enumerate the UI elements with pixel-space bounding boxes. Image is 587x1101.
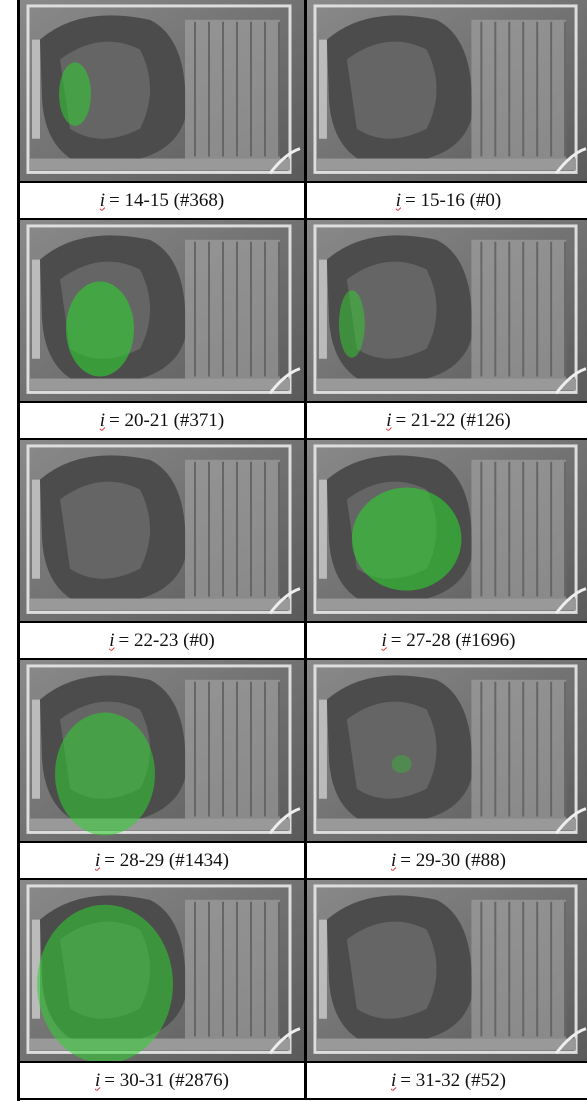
caption-text: = 31-32 (#52) bbox=[400, 1070, 506, 1092]
motion-overlay bbox=[392, 755, 412, 773]
figure-cell: i= 27-28 (#1696) bbox=[307, 440, 587, 660]
caption-symbol: i bbox=[386, 410, 391, 432]
rock-highlight bbox=[347, 922, 437, 1019]
frame-image bbox=[20, 440, 304, 623]
bottom-strip bbox=[30, 819, 290, 831]
caption: i= 27-28 (#1696) bbox=[307, 623, 587, 660]
caption-text: = 28-29 (#1434) bbox=[104, 850, 229, 872]
figure-cell: i= 14-15 (#368) bbox=[20, 0, 307, 220]
figure-cell: i= 20-21 (#371) bbox=[20, 220, 307, 440]
figure-cell: i= 28-29 (#1434) bbox=[20, 660, 307, 880]
bottom-strip bbox=[317, 379, 576, 391]
caption-text: = 14-15 (#368) bbox=[109, 190, 224, 212]
side-scale bbox=[32, 480, 40, 579]
caption: i= 30-31 (#2876) bbox=[20, 1063, 304, 1100]
rock-highlight bbox=[347, 702, 437, 799]
caption: i= 31-32 (#52) bbox=[307, 1063, 587, 1100]
caption: i= 21-22 (#126) bbox=[307, 403, 587, 440]
caption-symbol: i bbox=[95, 1070, 100, 1092]
motion-overlay bbox=[66, 281, 134, 376]
bottom-strip bbox=[317, 819, 576, 831]
caption-text: = 30-31 (#2876) bbox=[104, 1070, 229, 1092]
side-scale bbox=[32, 260, 40, 359]
side-scale bbox=[319, 700, 327, 799]
caption-symbol: i bbox=[391, 1070, 396, 1092]
caption-text: = 15-16 (#0) bbox=[405, 190, 501, 212]
figure-cell: i= 29-30 (#88) bbox=[307, 660, 587, 880]
caption: i= 28-29 (#1434) bbox=[20, 843, 304, 880]
frame-image bbox=[307, 0, 587, 183]
motion-overlay bbox=[55, 713, 155, 836]
caption-text: = 27-28 (#1696) bbox=[391, 630, 516, 652]
frame-image bbox=[20, 0, 304, 183]
figure-cell: i= 30-31 (#2876) bbox=[20, 880, 307, 1100]
frame-image bbox=[307, 440, 587, 623]
caption-text: = 29-30 (#88) bbox=[400, 850, 506, 872]
caption-symbol: i bbox=[391, 850, 396, 872]
side-scale bbox=[32, 40, 40, 139]
frame-image bbox=[20, 220, 304, 403]
figure-cell: i= 22-23 (#0) bbox=[20, 440, 307, 660]
side-scale bbox=[319, 480, 327, 579]
frame-image bbox=[20, 880, 304, 1063]
caption: i= 15-16 (#0) bbox=[307, 183, 587, 220]
figure-cell: i= 15-16 (#0) bbox=[307, 0, 587, 220]
caption-text: = 20-21 (#371) bbox=[109, 410, 224, 432]
side-scale bbox=[319, 260, 327, 359]
side-scale bbox=[32, 700, 40, 799]
page: {"figure": {"cells": [ {"symbol": "i", "… bbox=[0, 0, 587, 1101]
bottom-strip bbox=[317, 599, 576, 611]
caption-text: = 21-22 (#126) bbox=[396, 410, 511, 432]
bottom-strip bbox=[30, 159, 290, 171]
motion-overlay bbox=[59, 62, 91, 125]
caption: i= 22-23 (#0) bbox=[20, 623, 304, 660]
side-scale bbox=[319, 40, 327, 139]
caption-text: = 22-23 (#0) bbox=[119, 630, 215, 652]
caption-symbol: i bbox=[396, 190, 401, 212]
motion-overlay bbox=[339, 290, 365, 357]
rock-highlight bbox=[60, 482, 150, 579]
rock-highlight bbox=[347, 42, 437, 139]
caption-symbol: i bbox=[100, 190, 105, 212]
caption: i= 29-30 (#88) bbox=[307, 843, 587, 880]
side-scale bbox=[319, 920, 327, 1019]
bottom-strip bbox=[30, 599, 290, 611]
motion-overlay bbox=[37, 905, 173, 1064]
frame-image bbox=[307, 660, 587, 843]
frame-image bbox=[20, 660, 304, 843]
bottom-strip bbox=[317, 159, 576, 171]
caption-symbol: i bbox=[109, 630, 114, 652]
frame-image bbox=[307, 220, 587, 403]
figure-grid: i= 14-15 (#368) i= 15-16 (#0) i= 20-21 (… bbox=[17, 0, 587, 1101]
figure-cell: i= 21-22 (#126) bbox=[307, 220, 587, 440]
caption-symbol: i bbox=[382, 630, 387, 652]
motion-overlay bbox=[352, 488, 462, 591]
bottom-strip bbox=[317, 1039, 576, 1051]
caption-symbol: i bbox=[95, 850, 100, 872]
frame-image bbox=[307, 880, 587, 1063]
caption: i= 20-21 (#371) bbox=[20, 403, 304, 440]
caption: i= 14-15 (#368) bbox=[20, 183, 304, 220]
caption-symbol: i bbox=[100, 410, 105, 432]
bottom-strip bbox=[30, 379, 290, 391]
figure-cell: i= 31-32 (#52) bbox=[307, 880, 587, 1100]
